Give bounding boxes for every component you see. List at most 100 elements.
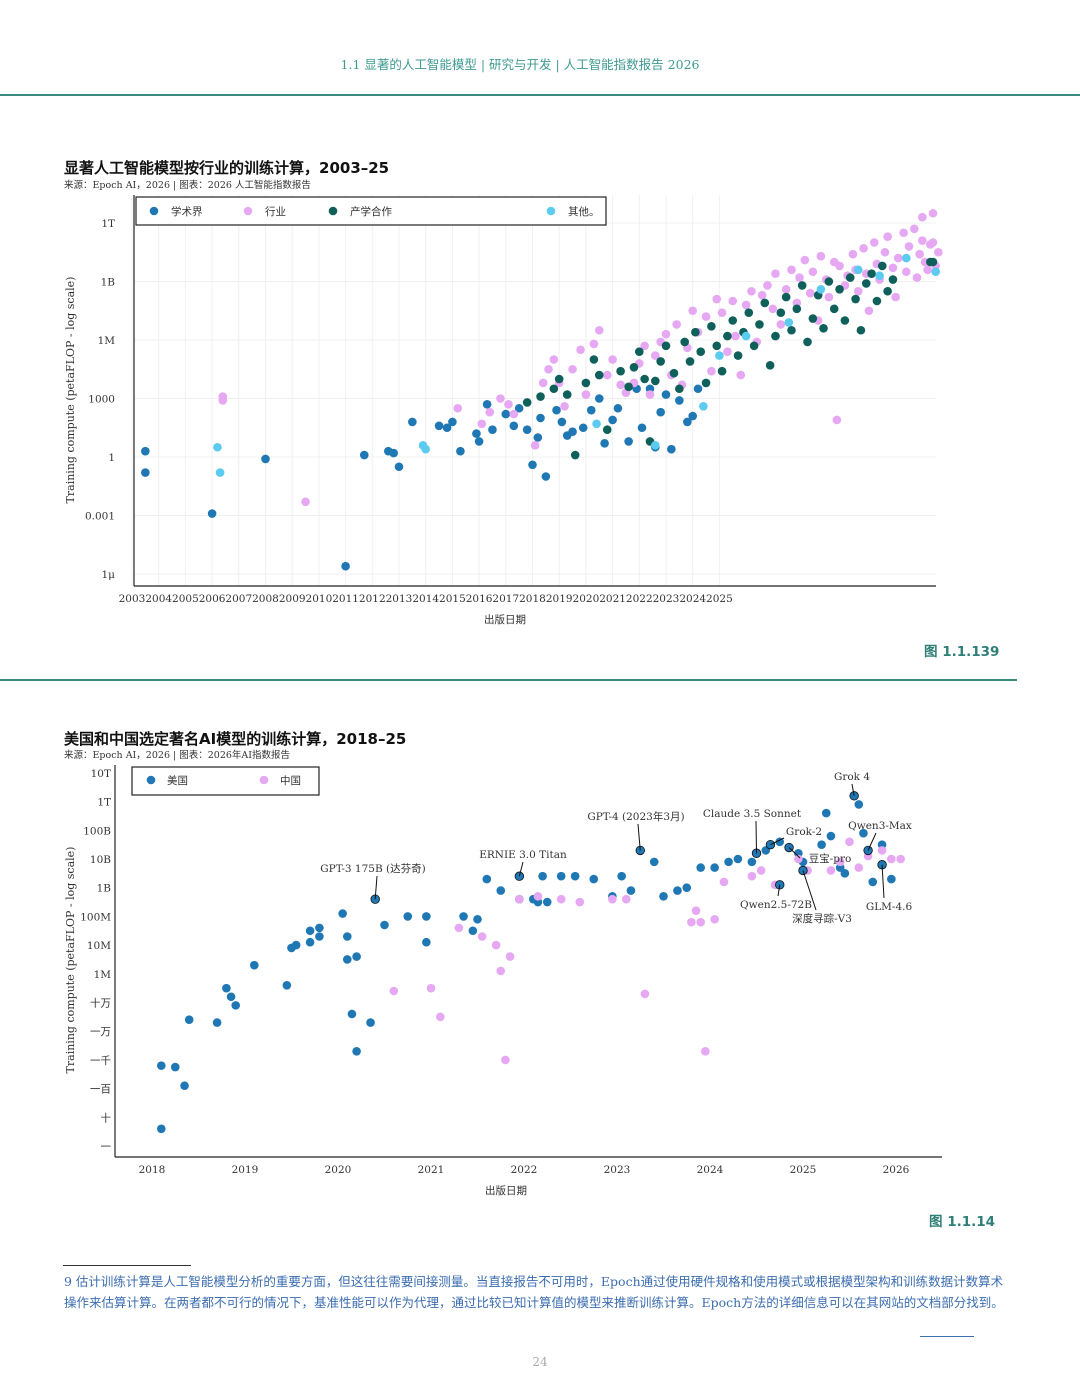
chart1-point (544, 364, 553, 374)
chart2-point (352, 952, 361, 961)
chart1-point (763, 281, 772, 290)
chart1-point (928, 257, 938, 267)
chart2-point (687, 917, 696, 927)
chart1-figure-label: 图 1.1.139 (924, 644, 1000, 660)
chart1-x-tick-label: 2006 (199, 593, 226, 605)
chart2-point (775, 837, 785, 847)
chart1-point (787, 325, 796, 335)
chart1-point (816, 285, 826, 294)
chart2-point (570, 871, 580, 881)
chart1-point (141, 468, 150, 477)
chart1-point (552, 405, 561, 415)
chart1-y-tick-label: 0.001 (85, 511, 115, 523)
chart1-point (504, 400, 513, 409)
chart2-point (477, 932, 487, 941)
chart2-annotation-label: GPT-4 (2023年3月) (587, 810, 684, 823)
chart1-point (776, 320, 786, 329)
chart1-point (717, 308, 727, 317)
chart1-point (541, 472, 551, 481)
chart1-point (594, 394, 604, 403)
chart2-point (821, 808, 831, 818)
chart1-point (554, 374, 564, 384)
chart2-annotation-leader (518, 861, 524, 877)
chart1-point (883, 232, 892, 241)
chart2-point (868, 877, 878, 887)
chart1-point (635, 347, 644, 356)
chart1-point (902, 253, 911, 263)
chart2-point (459, 912, 468, 921)
chart1-point (744, 308, 754, 317)
chart1-point (616, 380, 625, 390)
chart2-annotation-label: 深度寻踪-V3 (792, 912, 852, 925)
chart1-x-tick-label: 2014 (412, 593, 439, 605)
chart2-point (701, 1046, 710, 1056)
chart1-x-tick-label: 2013 (386, 593, 413, 605)
chart1-point (824, 292, 834, 302)
chart2-x-tick-label: 2018 (139, 1164, 166, 1176)
chart1-point (207, 509, 217, 518)
chart1-point (651, 351, 660, 360)
chart1-point (560, 402, 569, 411)
chart1-point (904, 242, 914, 251)
chart2-annotation-label: Grok-2 (786, 826, 822, 838)
chart1-point (781, 285, 791, 294)
chart1-point (586, 405, 596, 415)
chart1-point (501, 409, 511, 419)
chart2-legend-marker (146, 775, 156, 785)
chart1-point (408, 417, 417, 427)
chart2-legend-box (131, 766, 320, 796)
chart2-y-tick-label: 十万 (90, 997, 111, 1010)
chart1-point (747, 286, 756, 296)
chart1-x-tick-label: 2008 (252, 593, 279, 605)
chart1-point (760, 298, 770, 308)
chart1-x-tick-label: 2009 (279, 593, 306, 605)
chart2-point (366, 1018, 375, 1027)
chart2-y-tick-label: 100B (83, 825, 111, 837)
chart1-point (602, 425, 612, 434)
chart2-point (436, 1012, 445, 1022)
chart1-point (581, 390, 591, 399)
chart2-point (250, 960, 259, 970)
chart1-point (301, 497, 310, 507)
section-rule (0, 679, 1017, 681)
chart1-point (712, 341, 722, 351)
chart1-point (533, 433, 543, 442)
chart1-point (608, 415, 617, 425)
chart1-point (651, 441, 660, 450)
chart2-point (710, 863, 719, 872)
chart1-point (918, 236, 927, 245)
chart2-point (887, 854, 896, 864)
chart1-point (869, 238, 879, 247)
chart1-point (797, 281, 807, 290)
chart1-point (757, 290, 767, 300)
chart1-point (741, 300, 751, 310)
chart1-x-tick-label: 2003 (119, 593, 146, 605)
chart2-point (859, 828, 868, 838)
chart2-legend-marker (259, 775, 269, 785)
chart1-point (867, 269, 876, 278)
chart1-point (562, 390, 572, 399)
chart2-y-tick-label: 10T (91, 768, 111, 780)
chart1-point (928, 238, 938, 247)
chart2-point (617, 871, 626, 881)
chart1-point (675, 396, 684, 405)
chart1-point (733, 351, 743, 360)
chart1-point (840, 316, 850, 325)
chart1-point (434, 421, 444, 431)
chart1-x-tick-label: 2022 (626, 593, 653, 605)
chart1-legend-label: 其他。 (568, 205, 600, 218)
chart2-point (170, 1062, 180, 1072)
chart1-point (781, 292, 791, 302)
chart1-x-tick-label: 2015 (439, 593, 466, 605)
chart1-legend-box (135, 196, 607, 226)
chart2-annotation-label: Claude 3.5 Sonnet (703, 808, 802, 820)
chart2-legend-label: 中国 (280, 774, 301, 787)
chart1-point (883, 286, 892, 296)
chart2-annotation-label: Grok 4 (834, 771, 870, 783)
chart1-point (683, 417, 692, 427)
chart2-point (626, 886, 636, 895)
chart2-y-tick-label: 10M (87, 940, 111, 952)
chart2-point (840, 869, 850, 878)
chart1-point (861, 279, 871, 288)
chart1-point (656, 357, 665, 366)
